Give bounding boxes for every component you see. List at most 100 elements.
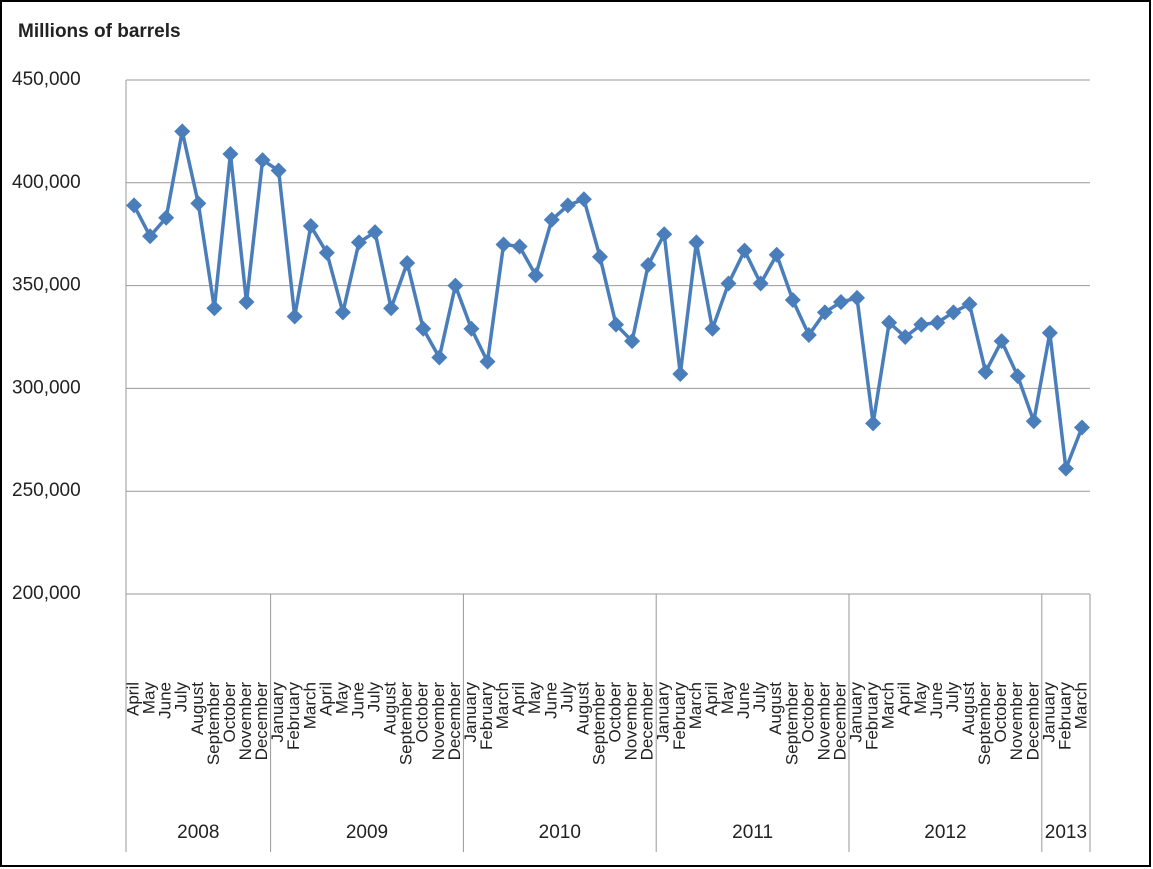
- x-tick-label: November: [236, 682, 255, 761]
- data-point: [511, 238, 528, 255]
- group-label: 2008: [177, 822, 219, 843]
- data-point: [784, 291, 801, 308]
- data-point: [591, 248, 608, 265]
- x-tick-label: December: [445, 682, 464, 761]
- group-label: 2013: [1045, 822, 1087, 843]
- x-tick-label: August: [959, 682, 978, 735]
- x-tick-label: September: [589, 682, 608, 765]
- x-tick-label: March: [686, 682, 705, 729]
- x-tick-label: October: [606, 682, 625, 743]
- group-label: 2011: [732, 822, 773, 843]
- x-tick-label: January: [268, 682, 287, 743]
- x-tick-label: February: [284, 682, 303, 751]
- x-tick-label: June: [734, 682, 753, 719]
- data-point: [350, 234, 367, 251]
- y-tick-label: 450,000: [12, 69, 81, 90]
- data-point: [447, 277, 464, 294]
- data-point: [720, 275, 737, 292]
- data-point: [929, 314, 946, 331]
- data-point: [286, 308, 303, 325]
- data-point: [1057, 460, 1074, 477]
- data-point: [913, 316, 930, 333]
- x-tick-label: September: [397, 682, 416, 765]
- data-point: [865, 415, 882, 432]
- x-tick-label: January: [654, 682, 673, 743]
- data-point: [254, 152, 271, 169]
- data-point: [752, 275, 769, 292]
- x-tick-label: February: [477, 682, 496, 751]
- data-point: [961, 296, 978, 313]
- x-tick-label: July: [365, 682, 384, 713]
- data-point: [800, 326, 817, 343]
- y-tick-label: 350,000: [12, 275, 81, 296]
- x-tick-label: June: [156, 682, 175, 719]
- data-point: [126, 197, 143, 214]
- x-tick-label: May: [911, 682, 930, 715]
- x-tick-label: August: [573, 682, 592, 735]
- x-tick-label: July: [750, 682, 769, 713]
- x-tick-label: June: [927, 682, 946, 719]
- data-point: [736, 242, 753, 259]
- x-tick-label: December: [252, 682, 271, 761]
- data-point: [318, 244, 335, 261]
- x-tick-label: May: [332, 682, 351, 715]
- data-point: [158, 209, 175, 226]
- data-point: [816, 304, 833, 321]
- x-tick-label: October: [991, 682, 1010, 743]
- x-tick-label: December: [830, 682, 849, 761]
- data-point: [945, 304, 962, 321]
- x-tick-label: March: [879, 682, 898, 729]
- x-tick-label: March: [300, 682, 319, 729]
- group-label: 2012: [924, 822, 966, 843]
- data-point: [1009, 368, 1026, 385]
- x-tick-label: January: [1039, 682, 1058, 743]
- x-tick-label: January: [847, 682, 866, 743]
- data-point: [142, 228, 159, 245]
- data-point: [383, 300, 400, 317]
- data-point: [479, 353, 496, 370]
- x-tick-label: September: [204, 682, 223, 765]
- data-point: [897, 329, 914, 345]
- data-point: [495, 236, 512, 253]
- x-tick-label: April: [509, 682, 528, 716]
- data-point: [334, 304, 351, 321]
- data-point: [367, 224, 384, 241]
- data-point: [463, 320, 480, 337]
- x-tick-label: October: [220, 682, 239, 743]
- x-tick-label: December: [1023, 682, 1042, 761]
- data-point: [302, 217, 319, 234]
- data-point: [656, 226, 673, 243]
- x-tick-label: October: [798, 682, 817, 743]
- x-tick-label: March: [1071, 682, 1090, 729]
- x-tick-label: July: [172, 682, 191, 713]
- x-tick-label: August: [381, 682, 400, 735]
- data-point: [832, 294, 849, 311]
- x-tick-label: August: [188, 682, 207, 735]
- x-tick-label: November: [814, 682, 833, 761]
- x-tick-label: July: [943, 682, 962, 713]
- x-tick-label: February: [863, 682, 882, 751]
- y-tick-label: 400,000: [12, 172, 81, 193]
- axis-title: Millions of barrels: [18, 21, 181, 42]
- x-tick-label: May: [140, 682, 159, 715]
- x-tick-label: June: [541, 682, 560, 719]
- data-point: [575, 191, 592, 208]
- x-tick-label: September: [782, 682, 801, 765]
- x-tick-label: August: [766, 682, 785, 735]
- data-point: [399, 254, 416, 271]
- data-point: [608, 316, 625, 333]
- x-tick-label: July: [557, 682, 576, 713]
- data-point: [238, 294, 255, 311]
- data-point: [415, 320, 432, 337]
- x-tick-label: February: [670, 682, 689, 751]
- data-point: [527, 267, 544, 284]
- x-tick-label: June: [348, 682, 367, 719]
- data-point: [270, 162, 287, 179]
- data-point: [977, 363, 994, 380]
- data-point: [174, 123, 191, 140]
- data-point: [222, 146, 239, 163]
- data-point: [206, 300, 223, 317]
- x-tick-label: April: [895, 682, 914, 716]
